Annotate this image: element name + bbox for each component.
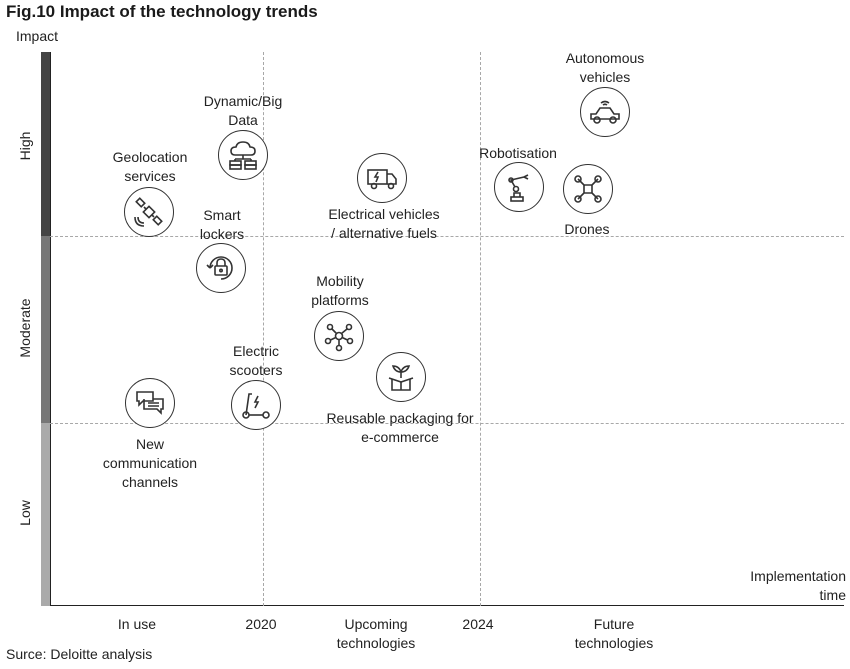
x-tick-in-use: In use [117,616,157,632]
trend-label-bigdata: Dynamic/Big Data [203,93,283,128]
x-tick-future: Future technologies [574,616,654,651]
x-tick-2024: 2024 [462,616,494,632]
cloud-data-icon [218,130,268,180]
gridline-2020 [263,52,264,606]
trend-label-geolocation: Geolocation services [112,149,188,184]
robot-arm-icon [494,162,544,212]
gridline-moderate-low [50,423,844,424]
source-note: Surce: Deloitte analysis [6,646,153,662]
impact-bar-high [41,52,51,236]
trend-label-scooters: Electric scooters [229,343,283,378]
x-axis-title: Implementation time [750,568,846,603]
trend-label-robotisation: Robotisation [479,145,557,161]
impact-bar-moderate [41,236,51,423]
figure-title: Fig.10 Impact of the technology trends [6,2,318,21]
chat-icon [125,378,175,428]
lock-icon [196,243,246,293]
x-tick-2020: 2020 [245,616,277,632]
drone-icon [563,164,613,214]
impact-bar-low [41,423,51,606]
trend-label-autonomous: Autonomous vehicles [565,50,645,85]
satellite-icon [124,187,174,237]
x-tick-upcoming: Upcoming technologies [336,616,416,651]
gridline-2024 [480,52,481,606]
trend-label-ev: Electrical vehicles / alternative fuels [328,206,440,241]
network-icon [314,311,364,361]
trend-label-mobility: Mobility platforms [311,273,369,308]
box-plant-icon [376,352,426,402]
gridline-high-moderate [50,236,844,237]
scooter-icon [231,380,281,430]
trend-label-drones: Drones [564,221,610,237]
y-axis-title: Impact [16,28,59,44]
trend-label-lockers: Smart lockers [199,207,245,242]
autonomous-car-icon [580,87,630,137]
x-axis-line [50,605,844,606]
electric-truck-icon [357,153,407,203]
trend-label-communication: New communication channels [102,436,198,490]
y-level-moderate: Moderate [17,298,33,358]
y-level-low: Low [17,500,33,526]
y-axis-line [50,52,51,606]
trend-label-packaging: Reusable packaging for e-commerce [326,410,474,445]
y-level-high: High [17,131,33,161]
